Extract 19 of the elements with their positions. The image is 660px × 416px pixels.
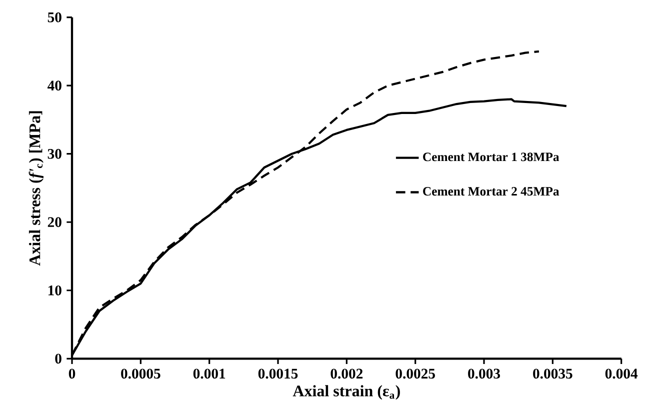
x-tick-label: 0.0005: [121, 368, 160, 379]
x-tick-label: 0.002: [330, 368, 363, 379]
y-tick-label: 0: [55, 354, 62, 364]
legend-label: Cement Mortar 1 38MPa: [423, 152, 560, 162]
x-tick-label: 0.004: [605, 368, 638, 379]
y-tick-label: 10: [48, 285, 62, 296]
x-tick-label: 0.0035: [533, 368, 572, 379]
x-tick-label: 0.0025: [396, 368, 435, 379]
x-tick-label: 0: [68, 368, 76, 379]
y-tick-label: 40: [48, 80, 62, 91]
legend-label: Cement Mortar 2 45MPa: [423, 187, 560, 196]
x-axis-title: Axial strain (ε$_{a}$): [292, 385, 400, 400]
y-axis-title: Axial stress (f'$_{c}$) [MPa]: [28, 111, 44, 266]
x-tick-label: 0.0015: [258, 368, 298, 379]
y-tick-label: 30: [48, 148, 62, 159]
y-tick-label: 50: [48, 12, 62, 22]
x-tick-label: 0.001: [193, 368, 226, 379]
y-tick-label: 20: [48, 217, 62, 228]
x-tick-label: 0.003: [468, 368, 500, 379]
